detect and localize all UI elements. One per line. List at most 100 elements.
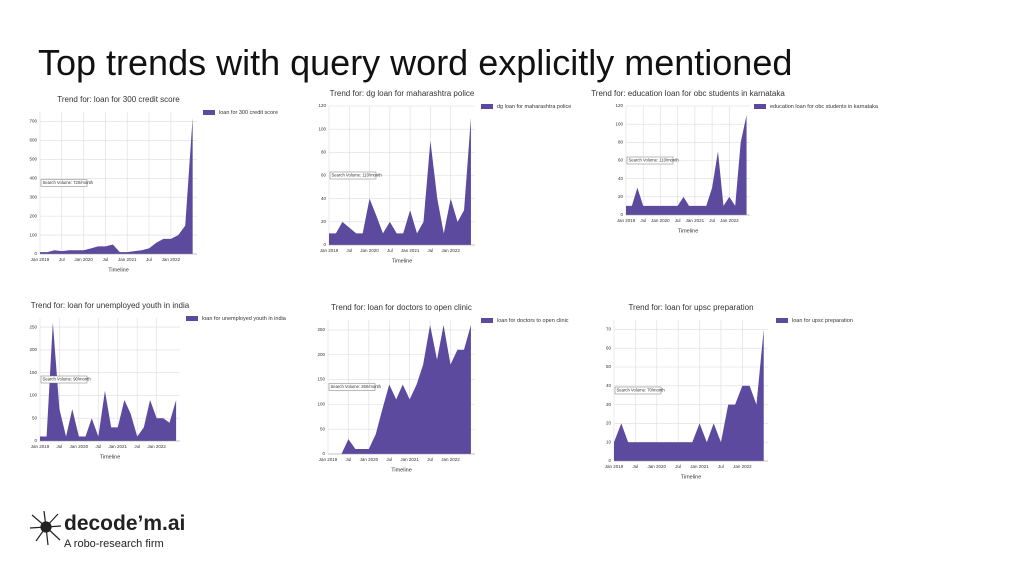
x-tick-label: Jul xyxy=(387,248,393,253)
x-tick-label: Jan 2021 xyxy=(118,257,137,262)
x-tick-label: Jul xyxy=(346,457,352,462)
annotation-box xyxy=(328,383,376,391)
y-tick-label: 40 xyxy=(606,383,612,388)
y-tick-label: 60 xyxy=(606,345,612,350)
y-tick-label: 120 xyxy=(318,103,326,108)
y-tick-label: 700 xyxy=(29,119,37,124)
y-tick-label: 50 xyxy=(606,364,612,369)
chart-title: Trend for: loan for 300 credit score xyxy=(57,95,180,104)
x-tick-label: Jan 2020 xyxy=(651,218,670,223)
y-tick-label: 100 xyxy=(29,232,37,237)
x-tick-label: Jul xyxy=(675,464,681,469)
x-tick-label: Jul xyxy=(709,218,715,223)
y-tick-label: 400 xyxy=(29,175,37,180)
x-tick-label: Jan 2022 xyxy=(733,464,752,469)
y-tick-label: 40 xyxy=(321,196,327,201)
legend-label: dg loan for maharashtra police xyxy=(497,104,571,110)
logo-icon xyxy=(29,510,62,546)
x-tick-label: Jan 2019 xyxy=(31,444,50,449)
area xyxy=(614,329,764,461)
x-tick-label: Jul xyxy=(427,457,433,462)
x-tick-label: Jan 2022 xyxy=(147,444,166,449)
x-tick-label: Jan 2020 xyxy=(360,248,379,253)
y-tick-label: 200 xyxy=(29,213,37,218)
y-tick-label: 50 xyxy=(320,426,326,431)
x-tick-label: Jan 2022 xyxy=(720,218,739,223)
annotation-box xyxy=(329,171,377,180)
x-axis-label: Timeline xyxy=(678,228,699,234)
annotation: Search Volume: 90/month xyxy=(43,377,92,382)
chart-title: Trend for: loan for upsc preparation xyxy=(628,303,753,312)
y-tick-label: 60 xyxy=(321,173,327,178)
y-tick-label: 600 xyxy=(29,138,37,143)
y-tick-label: 60 xyxy=(618,158,624,163)
x-tick-label: Jul xyxy=(428,248,434,253)
annotation-box xyxy=(614,386,662,395)
area xyxy=(329,117,471,245)
y-tick-label: 0 xyxy=(608,458,611,463)
x-tick-label: Jan 2020 xyxy=(648,464,667,469)
x-axis-label: Timeline xyxy=(681,474,702,480)
x-tick-label: Jan 2022 xyxy=(162,257,181,262)
y-tick-label: 100 xyxy=(318,126,326,131)
x-tick-label: Jul xyxy=(57,444,63,449)
x-axis-label: Timeline xyxy=(392,258,413,264)
chart-title: Trend for: education loan for obc studen… xyxy=(591,89,785,98)
x-tick-label: Jan 2021 xyxy=(686,218,705,223)
x-tick-label: Jul xyxy=(346,248,352,253)
x-tick-label: Jan 2020 xyxy=(74,257,93,262)
x-tick-label: Jul xyxy=(718,464,724,469)
x-tick-label: Jan 2021 xyxy=(109,444,128,449)
y-tick-label: 150 xyxy=(29,370,37,375)
y-tick-label: 250 xyxy=(317,327,325,332)
chart-title: Trend for: loan for doctors to open clin… xyxy=(331,303,472,312)
x-tick-label: Jan 2021 xyxy=(400,457,419,462)
x-tick-label: Jul xyxy=(675,218,681,223)
x-tick-label: Jul xyxy=(134,444,140,449)
x-tick-label: Jan 2019 xyxy=(605,464,624,469)
legend-label: loan for unemployed youth in india xyxy=(202,316,287,322)
y-tick-label: 150 xyxy=(317,377,325,382)
x-tick-label: Jan 2021 xyxy=(401,248,420,253)
y-tick-label: 200 xyxy=(317,352,325,357)
annotation-box xyxy=(40,375,88,384)
area xyxy=(328,324,471,454)
y-tick-label: 250 xyxy=(29,324,37,329)
logo-tagline: A robo-research firm xyxy=(64,538,164,550)
y-tick-label: 10 xyxy=(606,439,612,444)
legend-label: loan for upsc preparation xyxy=(792,318,853,324)
x-tick-label: Jan 2021 xyxy=(690,464,709,469)
y-tick-label: 200 xyxy=(29,347,37,352)
legend-label: loan for doctors to open clinic xyxy=(497,318,569,324)
y-tick-label: 100 xyxy=(317,402,325,407)
legend-swatch xyxy=(481,318,493,323)
annotation: Search Volume: 720/month xyxy=(43,180,94,185)
x-tick-label: Jan 2019 xyxy=(617,218,636,223)
y-tick-label: 40 xyxy=(618,176,624,181)
x-tick-label: Jul xyxy=(146,257,152,262)
x-tick-label: Jul xyxy=(59,257,65,262)
annotation: Search Volume: 110/month xyxy=(332,173,383,178)
x-tick-label: Jul xyxy=(640,218,646,223)
y-tick-label: 0 xyxy=(322,451,325,456)
y-tick-label: 120 xyxy=(615,103,623,108)
legend-swatch xyxy=(754,104,766,109)
annotation-box xyxy=(626,156,674,165)
legend-label: loan for 300 credit score xyxy=(219,110,278,116)
x-tick-label: Jul xyxy=(386,457,392,462)
slide-title: Top trends with query word explicitly me… xyxy=(38,42,793,83)
x-tick-label: Jan 2019 xyxy=(320,248,339,253)
y-tick-label: 20 xyxy=(606,421,612,426)
x-tick-label: Jan 2022 xyxy=(441,248,460,253)
x-tick-label: Jan 2022 xyxy=(441,457,460,462)
chart-title: Trend for: dg loan for maharashtra polic… xyxy=(330,89,475,98)
x-axis-label: Timeline xyxy=(391,467,412,473)
chart-title: Trend for: loan for unemployed youth in … xyxy=(31,301,190,310)
y-tick-label: 0 xyxy=(34,438,37,443)
x-tick-label: Jan 2020 xyxy=(360,457,379,462)
y-tick-label: 300 xyxy=(29,194,37,199)
logo-name: decode’m.ai xyxy=(64,512,186,535)
legend-swatch xyxy=(186,316,198,321)
